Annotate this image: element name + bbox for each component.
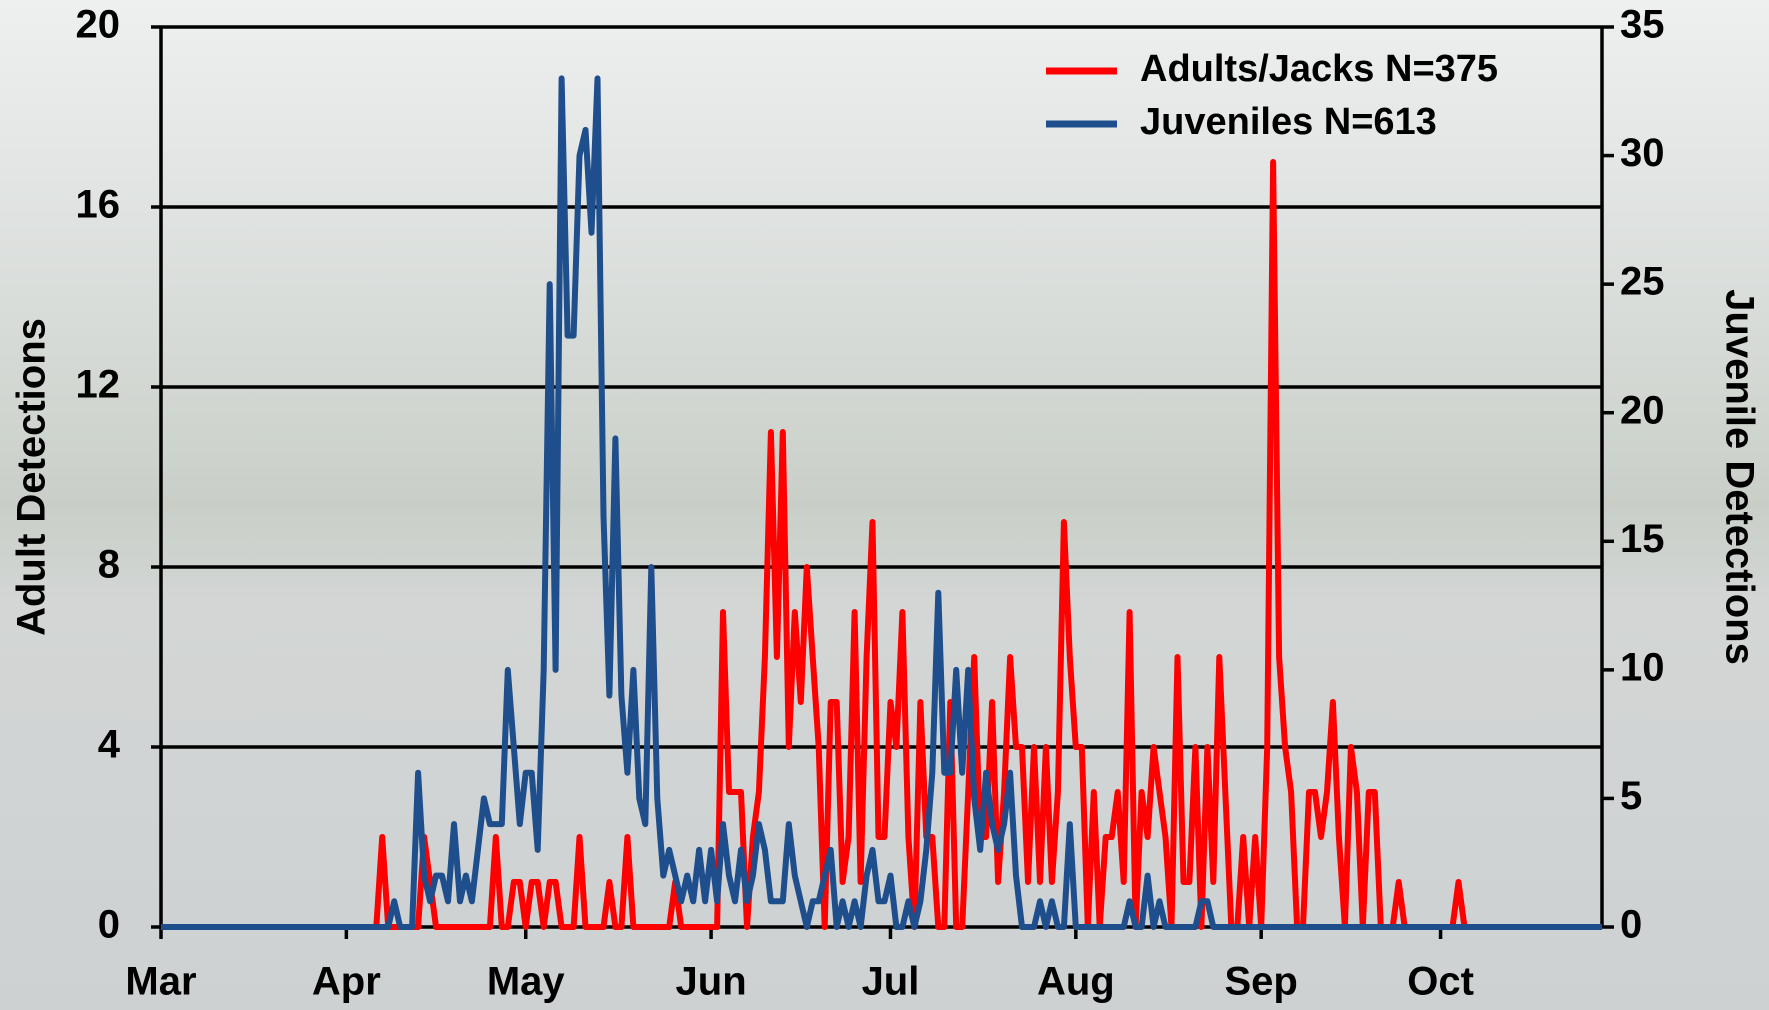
y2-tick-label: 0 [1620,903,1642,947]
legend-label: Adults/Jacks N=375 [1140,48,1498,90]
y-tick-label: 4 [98,723,121,767]
y-axis-title: Adult Detections [10,318,54,636]
y2-tick-label: 5 [1620,774,1642,818]
x-tick-label: May [487,960,566,1004]
y-tick-label: 12 [76,363,121,407]
y-tick-label: 16 [76,183,121,227]
x-tick-label: Jun [676,960,747,1004]
y2-tick-label: 15 [1620,517,1665,561]
y2-tick-label: 30 [1620,131,1665,175]
page: {"chart_data": {"type": "line", "y_label… [0,0,1769,1010]
y2-axis-title: Juvenile Detections [1717,289,1761,665]
x-tick-label: Aug [1037,960,1115,1004]
x-tick-label: Mar [125,960,196,1004]
legend-label: Juveniles N=613 [1140,101,1437,143]
chart: Adult Detections Juvenile Detections 0 4 8… [0,0,1769,1010]
x-tick-label: Oct [1407,960,1474,1004]
y2-tick-label: 20 [1620,388,1665,432]
y2-tick-label: 25 [1620,260,1665,304]
x-tick-label: Sep [1225,960,1298,1004]
x-tick-label: Jul [862,960,920,1004]
y-tick-label: 0 [98,903,120,947]
y2-tick-label: 10 [1620,645,1665,689]
x-tick-label: Apr [312,960,381,1004]
y-tick-label: 8 [98,543,120,587]
y-tick-label: 20 [76,3,121,47]
background [0,0,1769,1010]
y2-tick-label: 35 [1620,3,1665,47]
